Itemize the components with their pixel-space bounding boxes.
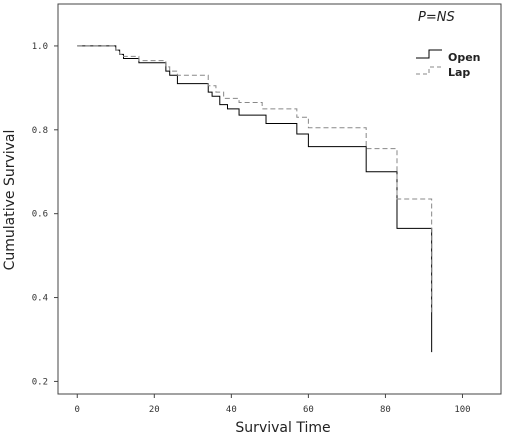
legend-lap-swatch bbox=[416, 66, 442, 75]
x-tick-label: 40 bbox=[226, 405, 237, 415]
x-tick-label: 20 bbox=[149, 405, 160, 415]
p-value-annotation: P=NS bbox=[418, 10, 455, 25]
legend-open-swatch bbox=[416, 49, 442, 59]
y-axis-ticks: 0.2 0.4 0.6 0.8 1.0 bbox=[32, 42, 58, 387]
series-open-line bbox=[77, 45, 433, 353]
y-tick-label: 0.6 bbox=[32, 210, 48, 220]
x-tick-label: 0 bbox=[75, 405, 80, 415]
x-axis-ticks: 0 20 40 60 80 100 bbox=[75, 394, 471, 415]
x-tick-label: 60 bbox=[303, 405, 314, 415]
series-layer bbox=[77, 45, 433, 353]
y-tick-label: 0.2 bbox=[32, 377, 48, 387]
x-tick-label: 80 bbox=[380, 405, 391, 415]
y-tick-label: 1.0 bbox=[32, 42, 48, 52]
series-lap-line bbox=[77, 45, 433, 313]
legend-open-label: Open bbox=[448, 51, 481, 64]
x-tick-label: 100 bbox=[454, 405, 470, 415]
plot-frame bbox=[57, 3, 502, 395]
y-tick-label: 0.8 bbox=[32, 126, 48, 136]
legend-lap-label: Lap bbox=[448, 66, 470, 79]
y-axis-title: Cumulative Survival bbox=[2, 130, 18, 271]
y-tick-label: 0.4 bbox=[32, 294, 48, 304]
legend: Open Lap bbox=[416, 49, 481, 79]
x-axis-title: Survival Time bbox=[235, 420, 330, 436]
